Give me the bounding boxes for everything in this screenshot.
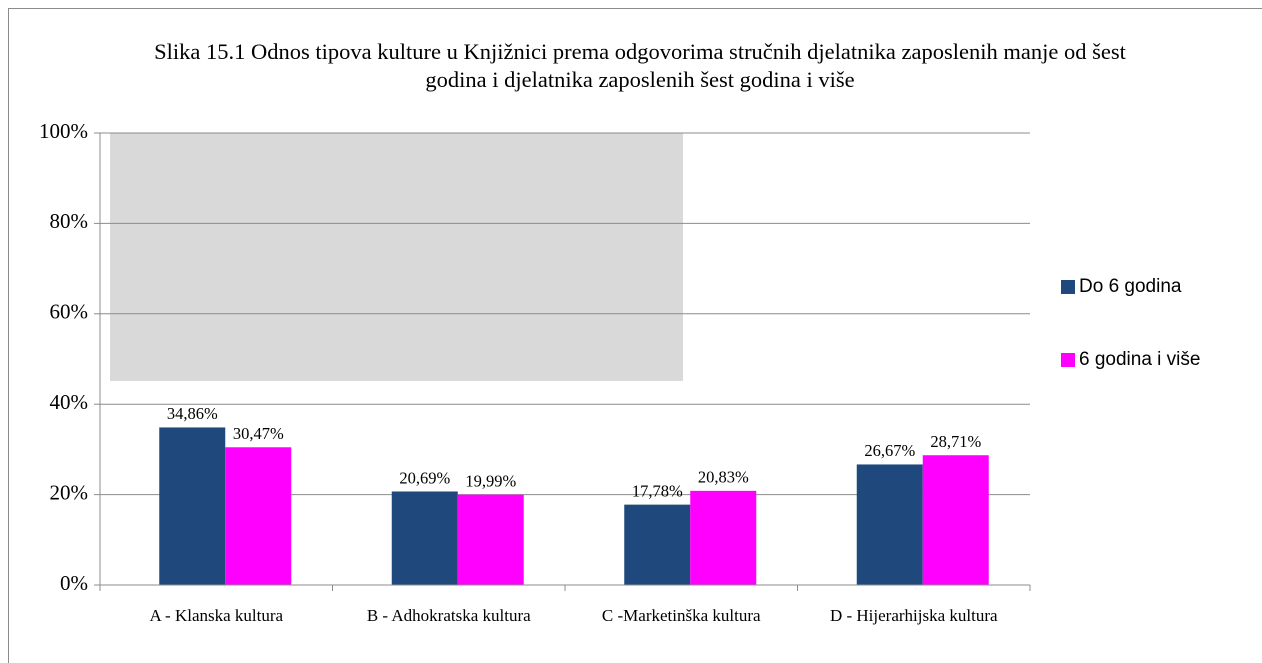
bar [624,504,691,585]
x-tick-label-box: B - Adhokratska kultura [366,606,531,625]
data-label: 28,71% [930,432,981,451]
bar [856,464,923,585]
bar [922,455,989,585]
x-tick-label: B - Adhokratska kultura [366,606,531,625]
data-label: 30,47% [233,424,284,443]
data-label: 26,67% [864,441,915,460]
data-label: 20,69% [399,468,450,487]
x-tick-label: C -Marketinška kultura [601,606,761,625]
y-tick-label: 60% [50,300,89,324]
data-label: 34,86% [167,404,218,423]
x-tick-label-box: D - Hijerarhijska kultura [829,606,998,625]
y-tick-label: 0% [60,571,88,595]
y-tick-label: 100% [39,119,88,143]
data-label: 17,78% [632,481,683,500]
x-tick-label: A - Klanska kultura [149,606,284,625]
x-tick-label: D - Hijerarhijska kultura [829,606,998,625]
legend-label: 6 godina i više [1079,349,1200,370]
data-label: 20,83% [698,468,749,487]
data-label: 19,99% [465,471,516,490]
bar [225,447,292,585]
bar [690,490,757,585]
legend-label: Do 6 godina [1079,276,1182,297]
y-tick-label: 80% [50,209,89,233]
chart-title: Slika 15.1 Odnos tipova kulture u Knjižn… [154,39,1126,92]
overlay-box [110,133,683,381]
x-tick-label-box: C -Marketinška kultura [601,606,761,625]
y-tick-label: 40% [50,390,89,414]
bar [391,491,458,585]
x-tick-label-box: A - Klanska kultura [149,606,284,625]
bar [159,427,226,585]
y-tick-label: 20% [50,480,89,504]
legend-swatch [1061,280,1075,294]
legend-swatch [1061,353,1075,367]
bar [457,494,524,585]
